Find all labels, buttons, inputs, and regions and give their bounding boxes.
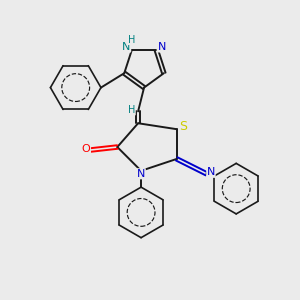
Text: N: N <box>137 169 145 179</box>
Text: N: N <box>158 42 166 52</box>
Text: S: S <box>179 120 187 133</box>
Text: H: H <box>128 34 135 44</box>
Text: H: H <box>128 105 135 115</box>
Text: N: N <box>207 167 215 177</box>
Text: N: N <box>122 42 131 52</box>
Text: O: O <box>82 143 91 154</box>
